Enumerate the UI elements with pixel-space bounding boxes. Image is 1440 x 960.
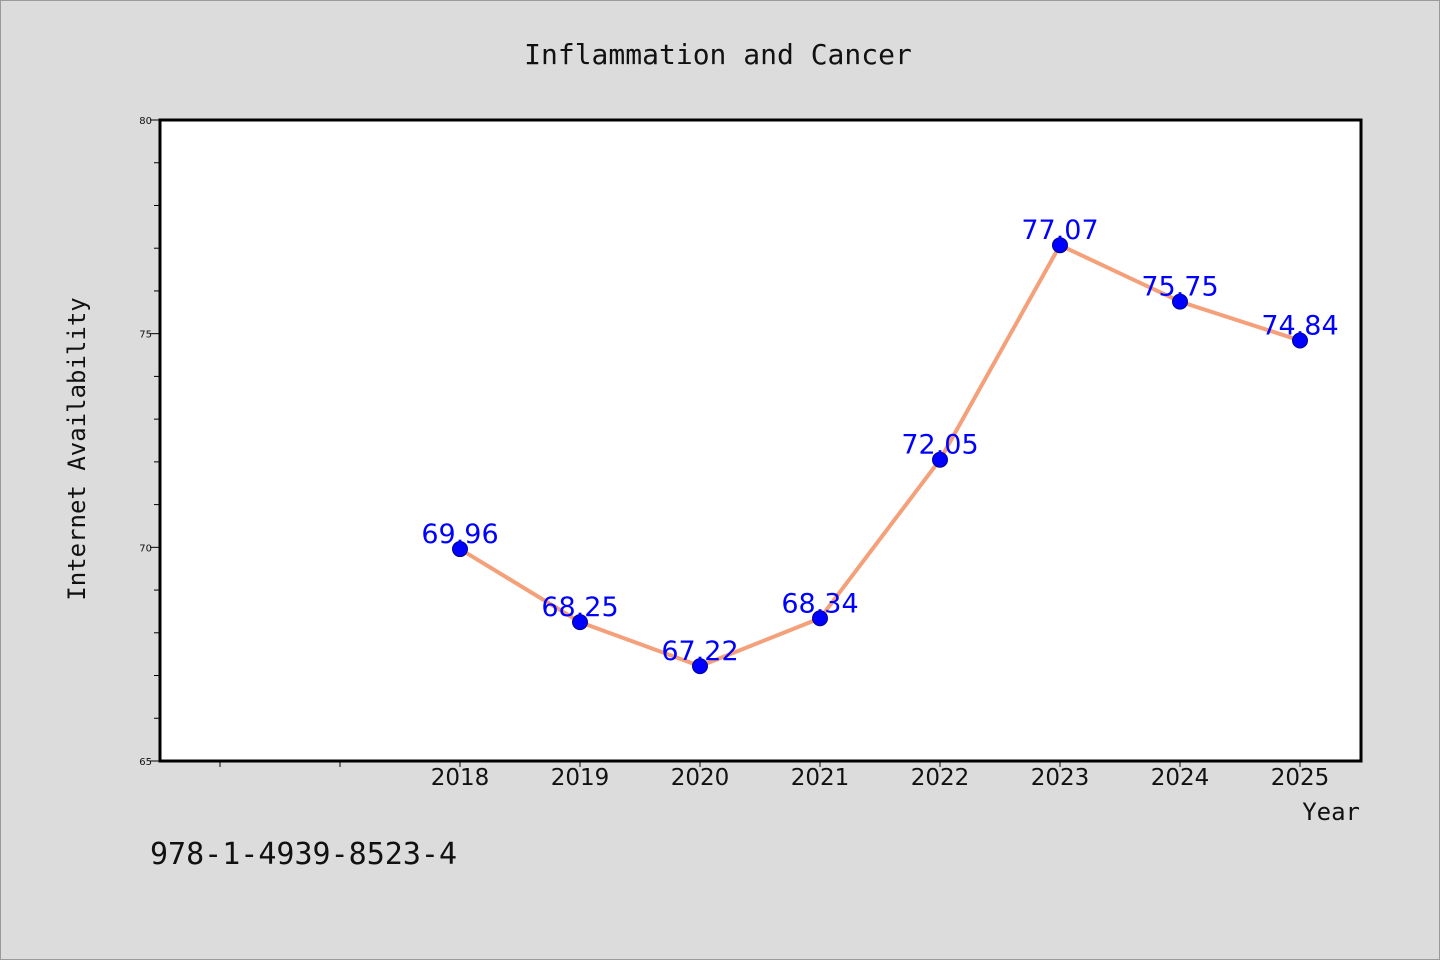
x-tick-labels: 2018 2019 2020 2021 2022 2023 2024 2025 — [431, 765, 1330, 791]
y-tick-label: 70 — [139, 543, 152, 554]
plot-area — [158, 118, 1363, 763]
x-tick-label: 2020 — [671, 765, 730, 791]
data-label: 77.07 — [1021, 215, 1098, 246]
data-label: 72.05 — [901, 430, 978, 461]
data-point — [932, 451, 948, 468]
x-tick-label: 2021 — [791, 765, 850, 791]
chart-title: Inflammation and Cancer — [524, 38, 912, 71]
y-axis-label: Internet Availability — [63, 297, 91, 600]
data-points — [452, 237, 1308, 675]
x-tick-label: 2025 — [1271, 765, 1330, 791]
y-tick-labels: 65 70 75 80 — [139, 116, 152, 768]
data-point — [452, 541, 468, 558]
data-point — [812, 610, 828, 627]
data-label: 74.84 — [1261, 311, 1338, 342]
y-tick-label: 75 — [139, 330, 152, 341]
x-tick-label: 2019 — [551, 765, 610, 791]
annotation-text: 978-1-4939-8523-4 — [150, 837, 457, 872]
data-point — [1052, 237, 1068, 254]
x-tick-label: 2018 — [431, 765, 490, 791]
data-point — [1172, 293, 1188, 310]
data-point — [572, 614, 588, 631]
data-point — [1292, 332, 1308, 349]
data-label: 67.22 — [661, 636, 738, 667]
data-label: 75.75 — [1141, 272, 1218, 303]
data-point — [692, 658, 708, 675]
data-label: 69.96 — [421, 519, 498, 550]
x-tick-label: 2024 — [1151, 765, 1210, 791]
data-labels: 69.96 68.25 67.22 68.34 72.05 77.07 75.75 74.84 — [421, 215, 1338, 667]
data-label: 68.34 — [781, 588, 858, 619]
data-label: 68.25 — [541, 592, 618, 623]
y-tick-label: 65 — [139, 757, 152, 768]
x-axis-label: Year — [1302, 798, 1360, 826]
x-tick-label: 2023 — [1031, 765, 1090, 791]
x-tick-label: 2022 — [911, 765, 970, 791]
axis-ticks — [150, 119, 1301, 767]
y-tick-label: 80 — [139, 116, 152, 127]
series-line — [458, 243, 1301, 669]
